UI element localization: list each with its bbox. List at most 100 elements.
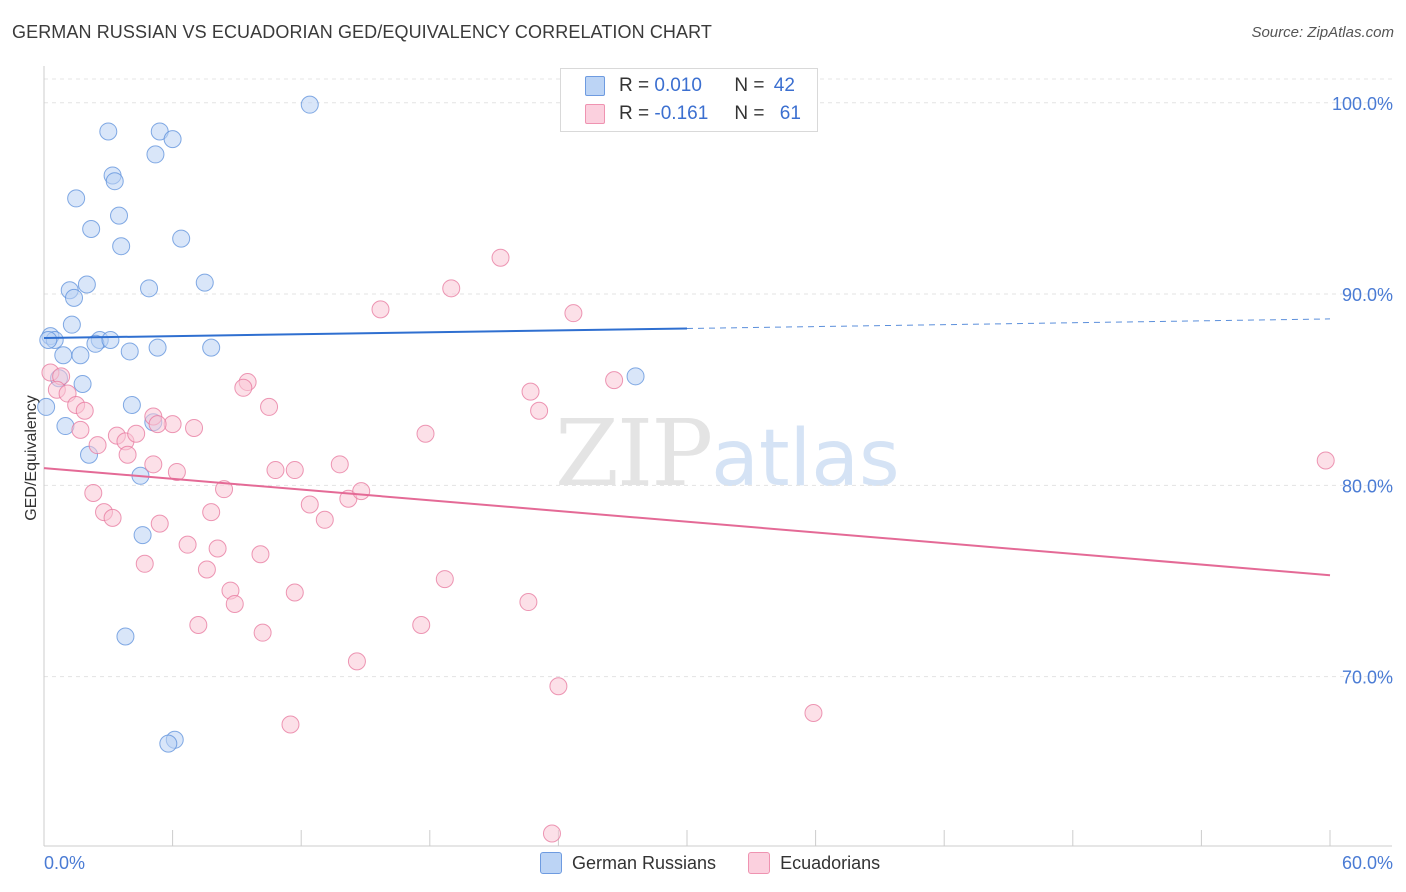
ecuadorians-point: [225, 594, 244, 613]
german-russians-point: [202, 338, 221, 357]
watermark: ZIPatlas: [555, 400, 900, 507]
legend-n-value: 61: [779, 103, 801, 124]
german-russians-point: [82, 220, 101, 239]
ecuadorians-point: [371, 300, 390, 319]
trend-line-german-russians: [43, 327, 688, 340]
ecuadorians-point: [266, 461, 285, 480]
german-russians-point: [195, 273, 214, 292]
ecuadorians-point: [127, 424, 146, 443]
ecuadorians-point: [300, 495, 319, 514]
data-points: [37, 95, 1335, 843]
german-russians-point: [67, 189, 86, 208]
ecuadorians-point: [330, 455, 349, 474]
german-russians-point: [101, 330, 120, 349]
ecuadorians-point: [285, 583, 304, 602]
axes: [43, 66, 1392, 847]
ecuadorians-point: [412, 616, 431, 635]
german-russians-point: [163, 130, 182, 149]
legend-swatch-blue: [585, 76, 605, 96]
ecuadorians-point: [1316, 451, 1335, 470]
german-russians-point: [54, 346, 73, 365]
german-russians-point: [105, 172, 124, 191]
ecuadorians-point: [260, 397, 279, 416]
legend-r-label: R =: [619, 103, 650, 124]
ecuadorians-point: [202, 503, 221, 522]
german-russians-point: [146, 145, 165, 164]
ecuadorians-point: [163, 415, 182, 434]
german-russians-point: [73, 374, 92, 393]
ecuadorians-point: [347, 652, 366, 671]
legend-n-label: N =: [734, 103, 765, 124]
ecuadorians-point: [519, 593, 538, 612]
ecuadorians-point: [208, 539, 227, 558]
ecuadorians-point: [189, 616, 208, 635]
ecuadorians-point: [75, 401, 94, 420]
legend-row-ecuadorians: R = -0.161 N = 61: [585, 102, 801, 126]
german-russians-point: [56, 417, 75, 436]
german-russians-point: [39, 330, 58, 349]
series-legend: German Russians Ecuadorians: [540, 852, 912, 874]
ecuadorians-point: [315, 510, 334, 529]
ecuadorians-point: [71, 420, 90, 439]
german-russians-point: [65, 288, 84, 307]
german-russians-point: [626, 367, 645, 386]
legend-swatch-blue: [540, 852, 562, 874]
y-tick-label: 90.0%: [1342, 285, 1393, 305]
y-axis-label: GED/Equivalency: [23, 395, 40, 520]
ecuadorians-point: [605, 371, 624, 390]
y-tick-label: 80.0%: [1342, 476, 1393, 496]
legend-item-ecuadorians[interactable]: Ecuadorians: [748, 852, 880, 874]
legend-label: Ecuadorians: [780, 852, 881, 873]
legend-r-value: 0.010: [654, 75, 702, 96]
ecuadorians-point: [197, 560, 216, 579]
german-russians-point: [116, 627, 135, 646]
legend-item-german-russians[interactable]: German Russians: [540, 852, 716, 874]
german-russians-point: [110, 206, 129, 225]
german-russians-point: [300, 95, 319, 114]
y-tick-label: 70.0%: [1342, 668, 1393, 688]
tick-labels: 100.0% 90.0% 80.0% 70.0% 0.0% 60.0%: [44, 94, 1393, 873]
ecuadorians-point: [135, 554, 154, 573]
trend-line-ecuadorians: [43, 467, 1331, 577]
ecuadorians-point: [491, 248, 510, 267]
ecuadorians-point: [521, 382, 540, 401]
german-russians-point: [133, 526, 152, 545]
watermark-atlas: atlas: [711, 414, 900, 504]
legend-n-label: N =: [734, 75, 765, 96]
stats-legend: R = 0.010 N = 42 R = -0.161 N = 61: [560, 68, 818, 132]
legend-row-german-russians: R = 0.010 N = 42: [585, 74, 795, 98]
ecuadorians-point: [150, 514, 169, 533]
german-russians-point: [172, 229, 191, 248]
ecuadorians-point: [804, 704, 823, 723]
ecuadorians-point: [84, 484, 103, 503]
german-russians-point: [120, 342, 139, 361]
ecuadorians-point: [352, 482, 371, 501]
ecuadorians-point: [442, 279, 461, 298]
german-russians-point: [140, 279, 159, 298]
german-russians-point: [148, 338, 167, 357]
ecuadorians-point: [549, 677, 568, 696]
ecuadorians-point: [253, 623, 272, 642]
ecuadorians-point: [234, 378, 253, 397]
watermark-zip: ZIP: [555, 400, 713, 507]
ecuadorians-point: [251, 545, 270, 564]
ecuadorians-point: [215, 480, 234, 499]
ecuadorians-point: [185, 418, 204, 437]
german-russians-point: [71, 346, 90, 365]
ecuadorians-point: [178, 535, 197, 554]
german-russians-point: [122, 396, 141, 415]
ecuadorians-point: [530, 401, 549, 420]
ecuadorians-point: [144, 455, 163, 474]
german-russians-point: [62, 315, 81, 334]
german-russians-point: [37, 397, 56, 416]
legend-swatch-pink: [748, 852, 771, 874]
legend-swatch-pink: [585, 104, 605, 124]
ecuadorians-point: [542, 824, 561, 843]
ecuadorians-point: [88, 436, 107, 455]
legend-label: German Russians: [572, 852, 717, 873]
ecuadorians-point: [435, 570, 454, 589]
chart-title: GERMAN RUSSIAN VS ECUADORIAN GED/EQUIVAL…: [12, 22, 712, 42]
legend-r-label: R =: [619, 75, 650, 96]
trend-lines: [43, 318, 1331, 577]
